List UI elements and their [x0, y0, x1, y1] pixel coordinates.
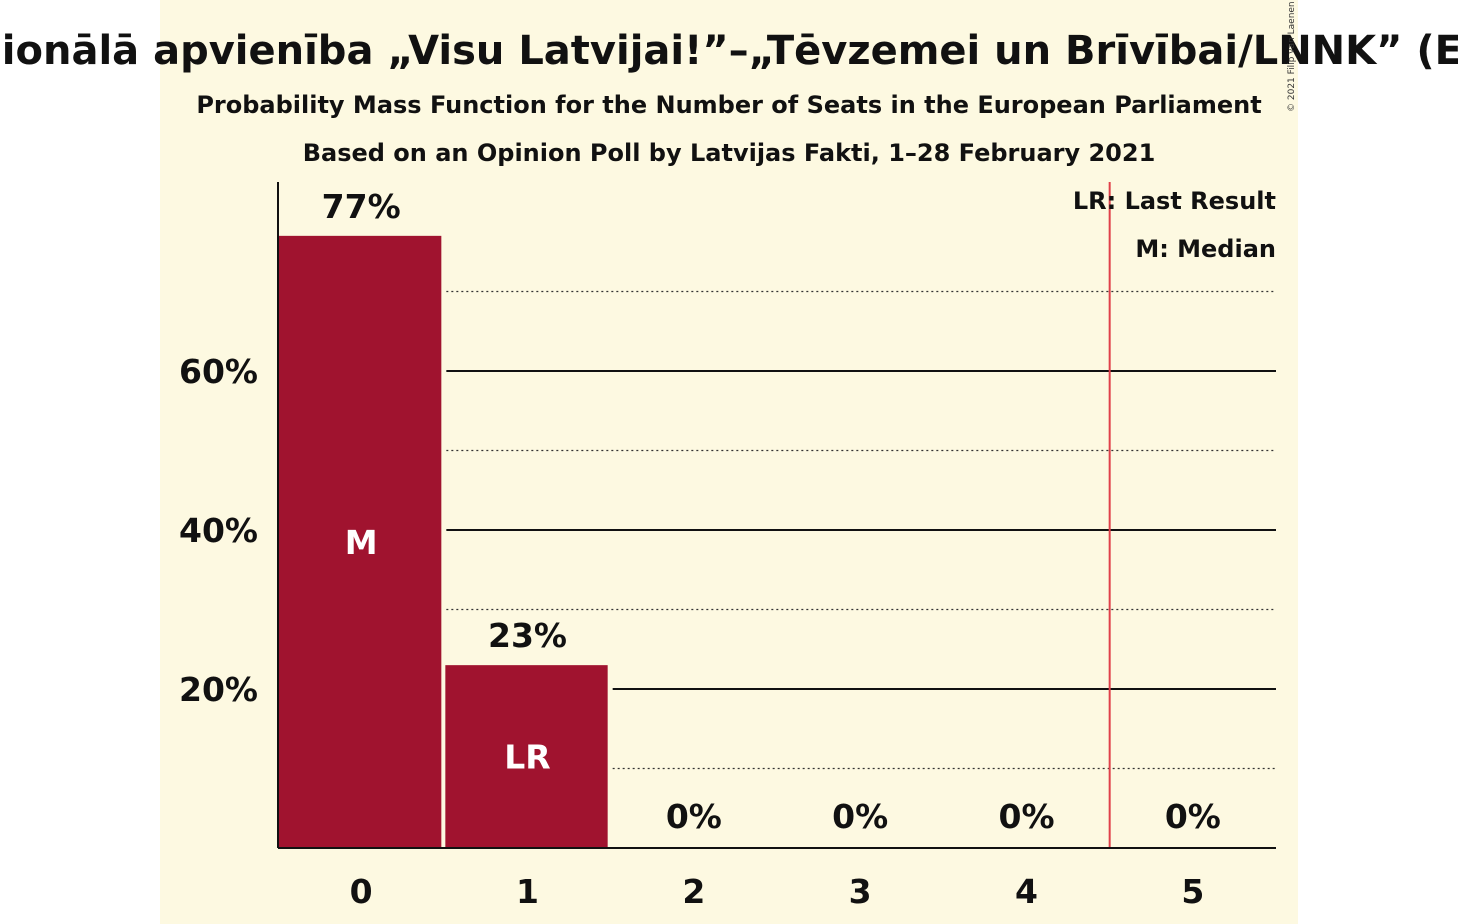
chart-subtitle-source: Based on an Opinion Poll by Latvijas Fak… [303, 139, 1156, 167]
bars [279, 235, 608, 849]
legend-median: M: Median [1135, 235, 1276, 263]
bar-value-label: 23% [488, 616, 567, 655]
y-tick-label: 20% [179, 670, 258, 709]
axes [277, 182, 1276, 849]
bar-value-label: 0% [666, 797, 722, 836]
bar-marker-label: LR [504, 738, 550, 777]
bar-marker-label: M [345, 523, 378, 562]
gridlines [446, 182, 1276, 848]
y-tick-label: 60% [179, 352, 258, 391]
y-tick-label: 40% [179, 511, 258, 550]
x-tick-label: 0 [350, 872, 373, 911]
x-tick-label: 2 [682, 872, 705, 911]
bar-value-label: 0% [998, 797, 1054, 836]
x-tick-label: 1 [516, 872, 539, 911]
bar-value-label: 0% [1165, 797, 1221, 836]
bar-value-label: 77% [322, 187, 401, 226]
chart-title: Nacionālā apvienība „Visu Latvijai!”–„Tē… [0, 28, 1458, 74]
x-tick-label: 4 [1015, 872, 1038, 911]
bar [279, 235, 442, 849]
bar [445, 665, 608, 848]
x-tick-label: 3 [849, 872, 872, 911]
legend-last-result: LR: Last Result [1073, 187, 1276, 215]
chart-subtitle: Probability Mass Function for the Number… [196, 91, 1261, 119]
x-tick-label: 5 [1181, 872, 1204, 911]
copyright-notice: © 2021 Filip van Laenen [1287, 1, 1297, 112]
bar-value-label: 0% [832, 797, 888, 836]
